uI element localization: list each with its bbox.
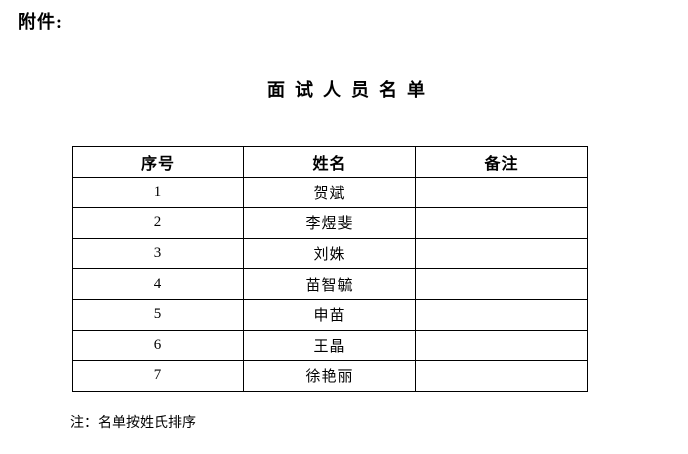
cell-name: 苗智毓: [243, 268, 416, 300]
table-row: 6 王晶: [72, 329, 588, 362]
column-header-name: 姓名: [243, 146, 416, 178]
cell-remark: [415, 298, 588, 331]
column-header-serial: 序号: [72, 146, 244, 178]
attachment-label: 附件:: [18, 12, 63, 32]
cell-serial: 5: [72, 298, 244, 331]
table-row: 7 徐艳丽: [72, 360, 588, 392]
cell-remark: [415, 329, 588, 362]
column-header-remark: 备注: [415, 146, 588, 178]
cell-name: 李煜斐: [243, 207, 416, 239]
table-row: 1 贺斌: [72, 176, 588, 209]
cell-serial: 4: [72, 268, 244, 300]
page-title: 面试人员名单: [267, 80, 435, 100]
table-row: 3 刘姝: [72, 237, 588, 270]
cell-name: 申苗: [243, 298, 416, 331]
cell-name: 徐艳丽: [243, 360, 416, 392]
table-header-row: 序号 姓名 备注: [72, 146, 588, 178]
cell-remark: [415, 176, 588, 209]
cell-remark: [415, 268, 588, 300]
table-row: 5 申苗: [72, 298, 588, 331]
cell-remark: [415, 360, 588, 392]
table-row: 4 苗智毓: [72, 268, 588, 300]
cell-name: 王晶: [243, 329, 416, 362]
cell-serial: 1: [72, 176, 244, 209]
footer-note: 注：名单按姓氏排序: [70, 416, 196, 431]
cell-serial: 7: [72, 360, 244, 392]
interview-roster-table: 序号 姓名 备注 1 贺斌 2 李煜斐 3 刘姝 4 苗智毓 5 申苗: [72, 146, 588, 392]
cell-remark: [415, 237, 588, 270]
cell-serial: 2: [72, 207, 244, 239]
cell-serial: 6: [72, 329, 244, 362]
cell-name: 贺斌: [243, 176, 416, 209]
cell-serial: 3: [72, 237, 244, 270]
cell-remark: [415, 207, 588, 239]
table-row: 2 李煜斐: [72, 207, 588, 239]
cell-name: 刘姝: [243, 237, 416, 270]
